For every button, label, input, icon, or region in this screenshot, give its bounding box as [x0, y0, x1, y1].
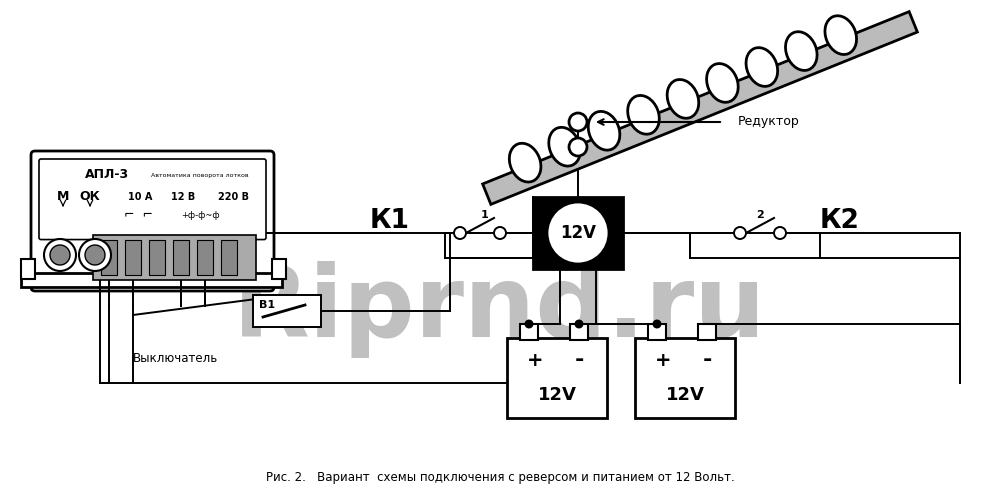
Bar [570, 324, 588, 340]
Text: +: + [655, 350, 671, 369]
FancyBboxPatch shape [31, 151, 274, 291]
Circle shape [85, 245, 105, 265]
Text: 12 В: 12 В [171, 192, 195, 202]
Bar [149, 240, 165, 275]
Circle shape [654, 321, 660, 328]
Bar [173, 240, 189, 275]
Circle shape [569, 138, 587, 156]
Circle shape [44, 239, 76, 271]
Circle shape [454, 227, 466, 239]
Text: 220 В: 220 В [218, 192, 248, 202]
Text: +ф-ф~ф: +ф-ф~ф [181, 211, 219, 220]
Ellipse shape [588, 111, 620, 150]
Text: ⌐  ⌐: ⌐ ⌐ [124, 209, 152, 222]
Text: 12V: 12V [538, 386, 576, 404]
Bar [698, 324, 716, 340]
Bar [635, 338, 735, 418]
Text: Выключатель: Выключатель [132, 351, 218, 364]
Text: Рис. 2.   Вариант  схемы подключения с реверсом и питанием от 12 Вольт.: Рис. 2. Вариант схемы подключения с реве… [266, 472, 734, 485]
Text: -: - [574, 350, 584, 370]
Ellipse shape [509, 143, 541, 182]
Text: АПЛ-3: АПЛ-3 [85, 168, 129, 181]
Polygon shape [483, 11, 917, 204]
Ellipse shape [628, 95, 659, 134]
Ellipse shape [746, 48, 778, 86]
Text: В1: В1 [259, 300, 275, 310]
Text: 2: 2 [756, 210, 764, 220]
Text: К1: К1 [370, 208, 410, 234]
Bar [533, 197, 623, 269]
Bar [520, 324, 538, 340]
Bar [272, 259, 286, 279]
Circle shape [494, 227, 506, 239]
Bar [197, 240, 213, 275]
Ellipse shape [667, 80, 699, 118]
Bar [221, 240, 237, 275]
Text: ОК: ОК [80, 190, 100, 203]
Bar [21, 259, 35, 279]
Circle shape [526, 321, 532, 328]
Text: -: - [702, 350, 712, 370]
Circle shape [50, 245, 70, 265]
Text: 10 А: 10 А [128, 192, 152, 202]
Bar [253, 295, 321, 327]
Text: +: + [527, 350, 543, 369]
Bar [93, 235, 256, 280]
Bar [125, 240, 141, 275]
Bar [507, 338, 607, 418]
Text: Riprnd.ru: Riprnd.ru [233, 261, 767, 358]
Circle shape [576, 321, 582, 328]
Text: Редуктор: Редуктор [738, 115, 800, 129]
Bar [21, 273, 282, 287]
Circle shape [774, 227, 786, 239]
Text: М: М [57, 190, 69, 203]
Text: Автоматика поворота лотков: Автоматика поворота лотков [151, 172, 249, 177]
Bar [101, 240, 117, 275]
Text: 1: 1 [481, 210, 489, 220]
Circle shape [734, 227, 746, 239]
FancyBboxPatch shape [39, 159, 266, 240]
Circle shape [79, 239, 111, 271]
Text: 12V: 12V [666, 386, 704, 404]
Bar [648, 324, 666, 340]
Text: 12V: 12V [560, 224, 596, 242]
Text: К2: К2 [820, 208, 860, 234]
Circle shape [569, 113, 587, 131]
Circle shape [547, 202, 609, 264]
Ellipse shape [825, 16, 857, 55]
Ellipse shape [707, 64, 738, 102]
Ellipse shape [549, 127, 580, 166]
Ellipse shape [785, 32, 817, 71]
